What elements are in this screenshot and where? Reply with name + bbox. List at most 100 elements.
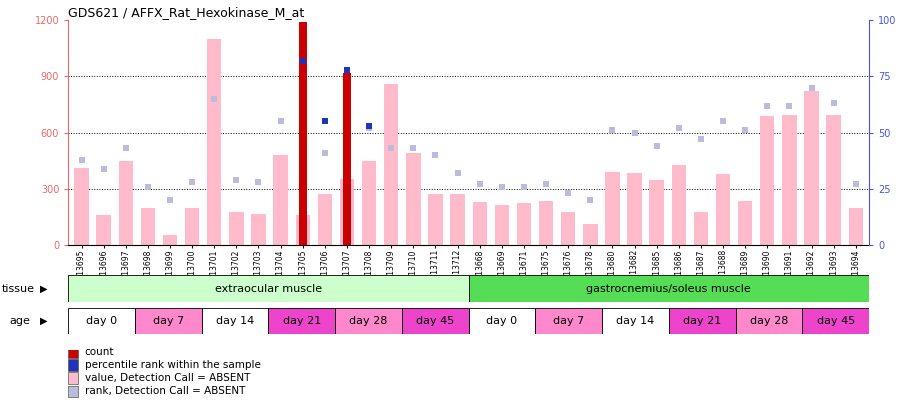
Point [163,197,177,203]
Bar [202,308,268,334]
Point [185,179,199,185]
Bar [343,73,351,245]
Bar [296,215,310,245]
Text: age: age [9,316,30,326]
Text: day 21: day 21 [283,316,321,326]
Bar [339,179,354,245]
Point [406,145,420,151]
Point [362,123,377,129]
Text: percentile rank within the sample: percentile rank within the sample [85,360,260,370]
Bar [68,308,135,334]
Text: tissue: tissue [2,284,35,294]
Point [650,143,664,149]
Bar [672,165,686,245]
Text: day 28: day 28 [750,316,788,326]
Point [339,66,354,73]
Point [207,96,221,102]
Bar [68,386,78,397]
Point [273,118,288,125]
Bar [669,308,735,334]
Bar [96,215,111,245]
Bar [583,224,598,245]
Bar [826,115,841,245]
Bar [68,359,78,371]
Bar [406,153,420,245]
Text: day 7: day 7 [553,316,584,326]
Point [318,118,332,125]
Bar [384,84,399,245]
Text: day 14: day 14 [216,316,254,326]
Text: day 28: day 28 [349,316,388,326]
Bar [118,161,133,245]
Point [384,145,399,151]
Bar [602,308,669,334]
Point [118,145,133,151]
Bar [627,173,642,245]
Point [517,183,531,190]
Point [826,100,841,107]
Bar [803,308,869,334]
Point [339,147,354,154]
Point [672,125,686,131]
Point [141,183,156,190]
Text: extraocular muscle: extraocular muscle [215,284,322,294]
Bar [535,308,602,334]
Text: day 0: day 0 [487,316,518,326]
Text: day 45: day 45 [816,316,854,326]
Bar [251,214,266,245]
Point [693,136,708,143]
Point [450,170,465,176]
Point [296,165,310,172]
Bar [735,308,803,334]
Point [362,125,377,131]
Text: day 7: day 7 [153,316,184,326]
Point [251,179,266,185]
Point [738,127,753,134]
Point [296,58,310,64]
Text: gastrocnemius/soleus muscle: gastrocnemius/soleus muscle [586,284,752,294]
Bar [760,116,774,245]
Point [539,181,553,188]
Point [848,181,863,188]
Bar [68,346,78,358]
Bar [207,39,221,245]
Bar [141,207,155,245]
Bar [450,194,465,245]
Bar [605,172,620,245]
Text: day 45: day 45 [416,316,454,326]
Point [782,102,796,109]
Bar [517,203,531,245]
Text: count: count [85,347,114,357]
Bar [469,275,869,302]
Point [605,127,620,134]
Bar [429,194,442,245]
Point [716,118,731,125]
Bar [472,202,487,245]
Point [229,177,244,183]
Text: day 0: day 0 [86,316,117,326]
Bar [68,373,78,384]
Bar [495,205,509,245]
Bar [298,22,307,245]
Bar [738,201,753,245]
Bar [68,275,469,302]
Text: value, Detection Call = ABSENT: value, Detection Call = ABSENT [85,373,250,383]
Bar [650,180,664,245]
Point [561,190,575,196]
Bar [804,92,819,245]
Bar [163,235,177,245]
Point [494,183,509,190]
Bar [783,115,796,245]
Bar [362,161,377,245]
Point [318,149,332,156]
Point [96,165,111,172]
Bar [135,308,202,334]
Point [429,152,443,158]
Bar [539,201,553,245]
Point [75,156,89,163]
Point [760,102,774,109]
Bar [75,168,88,245]
Point [472,181,487,188]
Point [804,85,819,91]
Text: ▶: ▶ [40,316,47,326]
